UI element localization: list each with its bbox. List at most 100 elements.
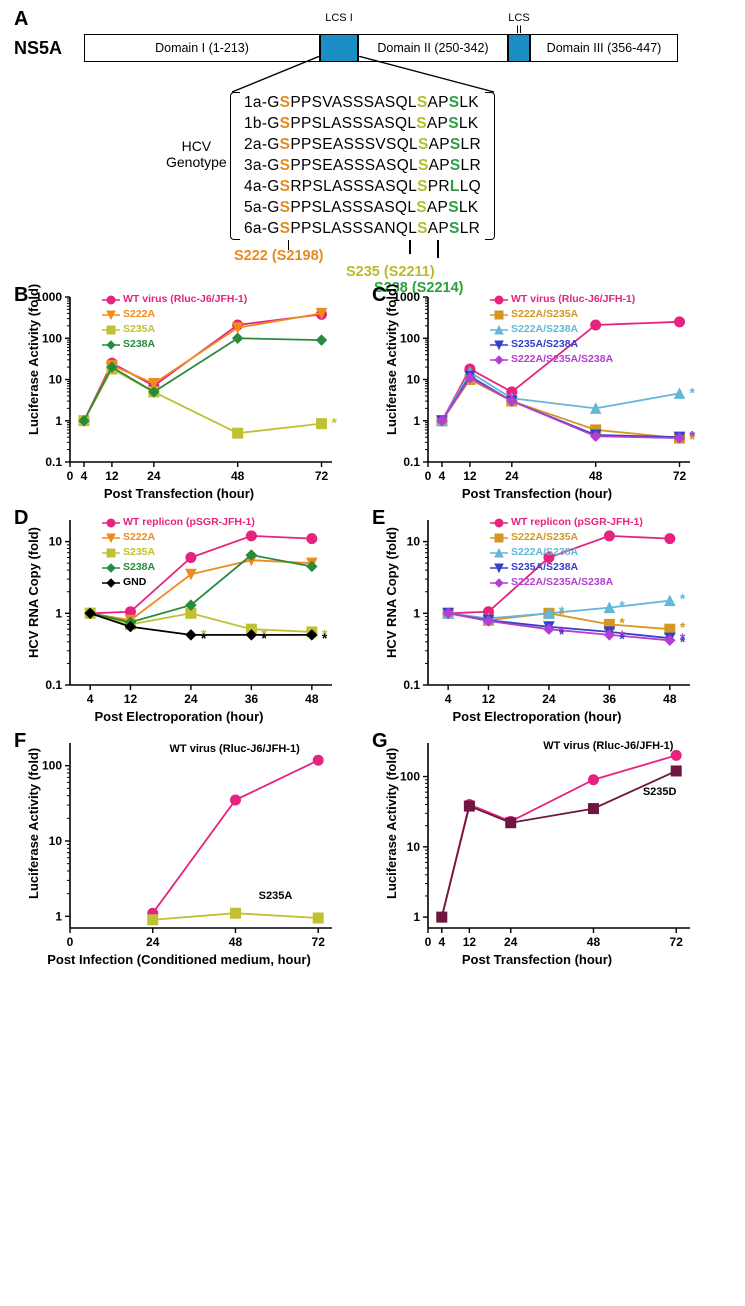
genotype-row: 2a-GSPPSEASSSVSQLSAPSLR xyxy=(244,134,481,155)
legend-label: S222A/S238A xyxy=(511,322,578,337)
panel-c: CLuciferase Activity (fold)0.11101001000… xyxy=(372,284,702,501)
legend-label: S222A xyxy=(123,530,155,545)
legend-item: S222A/S235A xyxy=(490,307,635,322)
svg-text:48: 48 xyxy=(663,692,677,706)
legend-label: S235A/S238A xyxy=(511,337,578,352)
x-axis-label: Post Transfection (hour) xyxy=(372,952,702,967)
site-label: S222 (S2198) xyxy=(234,248,323,264)
svg-text:24: 24 xyxy=(184,692,198,706)
svg-text:100: 100 xyxy=(42,759,62,773)
svg-text:0: 0 xyxy=(67,469,74,483)
svg-text:*: * xyxy=(619,631,625,647)
svg-text:36: 36 xyxy=(245,692,259,706)
legend-label: S222A/S235A xyxy=(511,530,578,545)
svg-text:12: 12 xyxy=(105,469,119,483)
chart-legend: WT virus (Rluc-J6/JFH-1)S222A/S235AS222A… xyxy=(490,292,635,367)
svg-text:1: 1 xyxy=(55,909,62,923)
svg-text:12: 12 xyxy=(482,692,496,706)
site-label: S235 (S2211) xyxy=(346,264,435,280)
legend-item: S235A/S238A xyxy=(490,337,635,352)
svg-text:48: 48 xyxy=(587,935,601,949)
genotype-row: 1b-GSPPSLASSSASQLSAPSLK xyxy=(244,113,481,134)
svg-text:24: 24 xyxy=(147,469,161,483)
svg-text:*: * xyxy=(322,630,328,646)
lcs-label: LCS II xyxy=(508,12,530,36)
svg-text:12: 12 xyxy=(124,692,138,706)
lcs-label: LCS I xyxy=(320,12,358,24)
legend-item: S222A xyxy=(102,530,255,545)
svg-text:*: * xyxy=(201,630,207,646)
inline-series-label: S235A xyxy=(259,890,293,902)
svg-text:0: 0 xyxy=(67,935,74,949)
genotype-row: 3a-GSPPSEASSSASQLSAPSLR xyxy=(244,155,481,176)
domain-text: Domain I (1-213) xyxy=(155,41,249,55)
legend-item: S238A xyxy=(102,560,255,575)
svg-text:0.1: 0.1 xyxy=(45,455,62,469)
legend-label: WT replicon (pSGR-JFH-1) xyxy=(511,515,643,530)
svg-text:*: * xyxy=(690,431,696,447)
svg-text:*: * xyxy=(680,591,686,607)
panel-f: FLuciferase Activity (fold)1101000244872… xyxy=(14,730,344,967)
svg-text:100: 100 xyxy=(400,331,420,345)
svg-text:10: 10 xyxy=(49,535,63,549)
legend-item: S235A/S238A xyxy=(490,560,643,575)
svg-text:*: * xyxy=(619,597,625,613)
svg-text:10: 10 xyxy=(49,373,63,387)
svg-text:1: 1 xyxy=(413,606,420,620)
legend-item: S222A/S235A xyxy=(490,530,643,545)
svg-text:72: 72 xyxy=(312,935,326,949)
legend-item: GND xyxy=(102,575,255,590)
y-axis-label: HCV RNA Copy (fold) xyxy=(26,527,41,658)
domain-text: Domain II (250-342) xyxy=(377,41,488,55)
svg-text:48: 48 xyxy=(589,469,603,483)
legend-label: S235A/S238A xyxy=(511,560,578,575)
svg-text:4: 4 xyxy=(81,469,88,483)
legend-item: S222A/S238A xyxy=(490,545,643,560)
legend-label: S238A xyxy=(123,337,155,352)
svg-text:4: 4 xyxy=(439,469,446,483)
y-axis-label: HCV RNA Copy (fold) xyxy=(384,527,399,658)
genotype-row: 6a-GSPPSLASSSANQLSAPSLR xyxy=(244,218,481,239)
svg-text:0: 0 xyxy=(425,469,432,483)
svg-text:*: * xyxy=(261,630,267,646)
legend-item: S222A/S235A/S238A xyxy=(490,575,643,590)
svg-text:0.1: 0.1 xyxy=(403,455,420,469)
svg-text:72: 72 xyxy=(315,469,329,483)
svg-text:*: * xyxy=(332,415,338,431)
svg-text:4: 4 xyxy=(445,692,452,706)
svg-text:36: 36 xyxy=(603,692,617,706)
panel-label-a: A xyxy=(14,8,731,31)
panel-a: ALCS ILCS IINS5ADomain I (1-213)Domain I… xyxy=(14,8,731,278)
svg-text:24: 24 xyxy=(146,935,160,949)
chart-legend: WT replicon (pSGR-JFH-1)S222AS235AS238AG… xyxy=(102,515,255,590)
svg-text:72: 72 xyxy=(670,935,684,949)
legend-label: WT virus (Rluc-J6/JFH-1) xyxy=(123,292,247,307)
svg-text:0.1: 0.1 xyxy=(45,678,62,692)
legend-label: WT replicon (pSGR-JFH-1) xyxy=(123,515,255,530)
genotype-alignment: 1a-GSPPSVASSSASQLSAPSLK1b-GSPPSLASSSASQL… xyxy=(244,92,481,239)
svg-text:48: 48 xyxy=(231,469,245,483)
x-axis-label: Post Electroporation (hour) xyxy=(372,709,702,724)
legend-item: S235A xyxy=(102,322,247,337)
panel-d: DHCV RNA Copy (fold)0.1110412243648*****… xyxy=(14,507,344,724)
legend-label: WT virus (Rluc-J6/JFH-1) xyxy=(511,292,635,307)
svg-text:10: 10 xyxy=(407,535,421,549)
hcv-genotype-label: HCVGenotype xyxy=(166,138,227,170)
x-axis-label: Post Transfection (hour) xyxy=(14,486,344,501)
genotype-row: 1a-GSPPSVASSSASQLSAPSLK xyxy=(244,92,481,113)
legend-label: S222A/S238A xyxy=(511,545,578,560)
legend-item: S222A xyxy=(102,307,247,322)
svg-text:*: * xyxy=(559,626,565,642)
svg-text:100: 100 xyxy=(400,770,420,784)
chart-legend: WT virus (Rluc-J6/JFH-1)S222AS235AS238A xyxy=(102,292,247,352)
svg-text:10: 10 xyxy=(49,834,63,848)
legend-item: WT virus (Rluc-J6/JFH-1) xyxy=(490,292,635,307)
legend-item: S222A/S235A/S238A xyxy=(490,352,635,367)
chart-legend: WT replicon (pSGR-JFH-1)S222A/S235AS222A… xyxy=(490,515,643,590)
domain-text: Domain III (356-447) xyxy=(547,41,662,55)
legend-label: S238A xyxy=(123,560,155,575)
svg-text:0: 0 xyxy=(425,935,432,949)
legend-label: S235A xyxy=(123,545,155,560)
panel-b: BLuciferase Activity (fold)0.11101001000… xyxy=(14,284,344,501)
svg-text:1: 1 xyxy=(413,414,420,428)
